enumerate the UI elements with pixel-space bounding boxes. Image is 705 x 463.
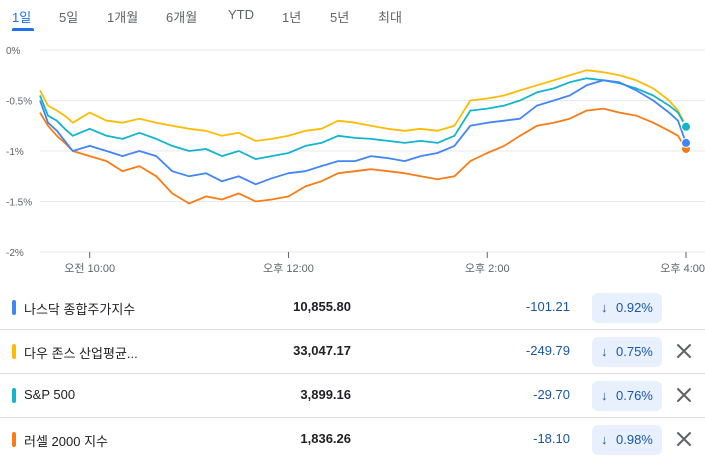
series-line <box>39 69 687 142</box>
index-name: 나스닥 종합주가지수 <box>24 302 136 317</box>
series-color-swatch <box>12 432 16 447</box>
tab-6m[interactable]: 6개월 <box>166 10 198 25</box>
y-tick-label: 0% <box>6 46 21 57</box>
arrow-down-icon: ↓ <box>601 432 608 447</box>
index-name: S&P 500 <box>24 387 76 402</box>
tab-max[interactable]: 최대 <box>378 10 402 25</box>
arrow-down-icon: ↓ <box>601 300 608 315</box>
tab-1d[interactable]: 1일 <box>12 10 32 25</box>
series-color-swatch <box>12 388 16 403</box>
series-line <box>39 77 687 160</box>
percent-change-badge: ↓ 0.75% <box>592 337 662 367</box>
index-price: 3,899.16 <box>300 387 351 402</box>
x-tick-label: 오후 12:00 <box>263 262 314 275</box>
percent-change-badge: ↓ 0.92% <box>592 293 662 323</box>
index-change: -18.10 <box>533 431 570 446</box>
series-color-swatch <box>12 344 16 359</box>
index-price: 10,855.80 <box>293 299 351 314</box>
series-line <box>39 107 687 205</box>
range-tabs: 1일 5일 1개월 6개월 YTD 1년 5년 최대 <box>0 0 705 34</box>
arrow-down-icon: ↓ <box>601 344 608 359</box>
active-tab-indicator <box>12 28 34 31</box>
list-item-russell[interactable]: 러셀 2000 지수 1,836.26 -18.10 ↓ 0.98% <box>0 418 705 461</box>
percent-change-badge: ↓ 0.98% <box>592 425 662 455</box>
list-item-nasdaq[interactable]: 나스닥 종합주가지수 10,855.80 -101.21 ↓ 0.92% <box>0 286 705 330</box>
x-tick-label: 오전 10:00 <box>64 262 115 275</box>
index-name: 러셀 2000 지수 <box>24 434 108 449</box>
tab-5y[interactable]: 5년 <box>330 10 350 25</box>
index-price: 1,836.26 <box>300 431 351 446</box>
x-tick-label: 오후 4:00 <box>660 262 705 275</box>
series-end-point <box>681 121 691 132</box>
index-change: -29.70 <box>533 387 570 402</box>
y-tick-label: -1% <box>6 147 24 158</box>
list-item-sp500[interactable]: S&P 500 3,899.16 -29.70 ↓ 0.76% <box>0 374 705 418</box>
index-price: 33,047.17 <box>293 343 351 358</box>
series-color-swatch <box>12 300 16 315</box>
list-item-dow[interactable]: 다우 존스 산업평균... 33,047.17 -249.79 ↓ 0.75% <box>0 330 705 374</box>
arrow-down-icon: ↓ <box>601 388 608 403</box>
x-tick-label: 오후 2:00 <box>465 262 510 275</box>
percent-change: 0.76% <box>616 388 653 403</box>
close-icon[interactable] <box>674 429 694 449</box>
tab-5d[interactable]: 5일 <box>59 10 79 25</box>
series-line <box>39 79 687 186</box>
index-change: -101.21 <box>525 299 570 314</box>
tab-1m[interactable]: 1개월 <box>107 10 139 25</box>
tab-ytd[interactable]: YTD <box>228 7 254 22</box>
y-tick-label: -1.5% <box>6 198 32 209</box>
index-name: 다우 존스 산업평균... <box>24 346 138 361</box>
close-icon[interactable] <box>674 341 694 361</box>
percent-change-badge: ↓ 0.76% <box>592 381 662 411</box>
y-tick-label: -0.5% <box>6 97 32 108</box>
tab-1y[interactable]: 1년 <box>282 10 302 25</box>
index-list: 나스닥 종합주가지수 10,855.80 -101.21 ↓ 0.92% 다우 … <box>0 286 705 461</box>
index-chart[interactable]: 0% -0.5% -1% -1.5% -2% 오전 10:00 오후 12:00 오후 2:0… <box>0 34 705 286</box>
series-end-point <box>681 137 691 148</box>
close-icon[interactable] <box>674 385 694 405</box>
y-tick-label: -2% <box>6 248 24 259</box>
percent-change: 0.92% <box>616 300 653 315</box>
index-change: -249.79 <box>525 343 570 358</box>
percent-change: 0.75% <box>616 344 653 359</box>
percent-change: 0.98% <box>616 432 653 447</box>
